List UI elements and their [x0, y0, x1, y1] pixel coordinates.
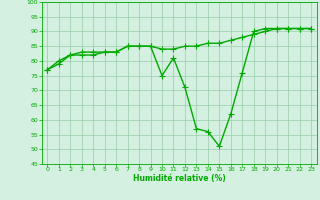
X-axis label: Humidité relative (%): Humidité relative (%)	[133, 174, 226, 183]
